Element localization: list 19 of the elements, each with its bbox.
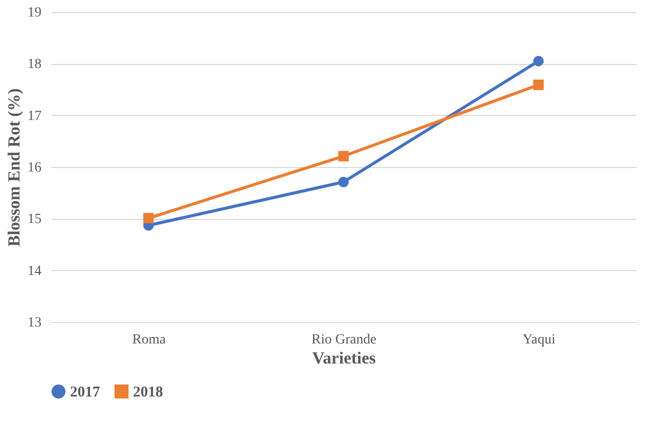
y-tick-label: 13 xyxy=(28,316,42,330)
y-tick-label: 17 xyxy=(28,108,42,124)
x-tick-label: Roma xyxy=(132,332,166,348)
point xyxy=(533,80,544,90)
legend-label: 2018 xyxy=(133,384,163,401)
y-axis-title: Blossom End Rot (%) xyxy=(4,88,24,247)
point xyxy=(533,56,544,66)
x-axis-title: Varieties xyxy=(312,348,376,368)
x-tick-label: Rio Grande xyxy=(312,332,376,348)
y-tick-label: 18 xyxy=(28,57,42,72)
y-tick-label: 16 xyxy=(28,160,42,176)
y-tick-label: 15 xyxy=(28,212,42,228)
y-tick-label: 19 xyxy=(28,6,42,20)
x-tick-label: Yaqui xyxy=(522,332,556,348)
point xyxy=(338,150,349,162)
point xyxy=(143,212,154,224)
y-tick-label: 14 xyxy=(28,264,42,279)
point xyxy=(338,176,349,188)
legend-label: 2017 xyxy=(70,384,100,401)
